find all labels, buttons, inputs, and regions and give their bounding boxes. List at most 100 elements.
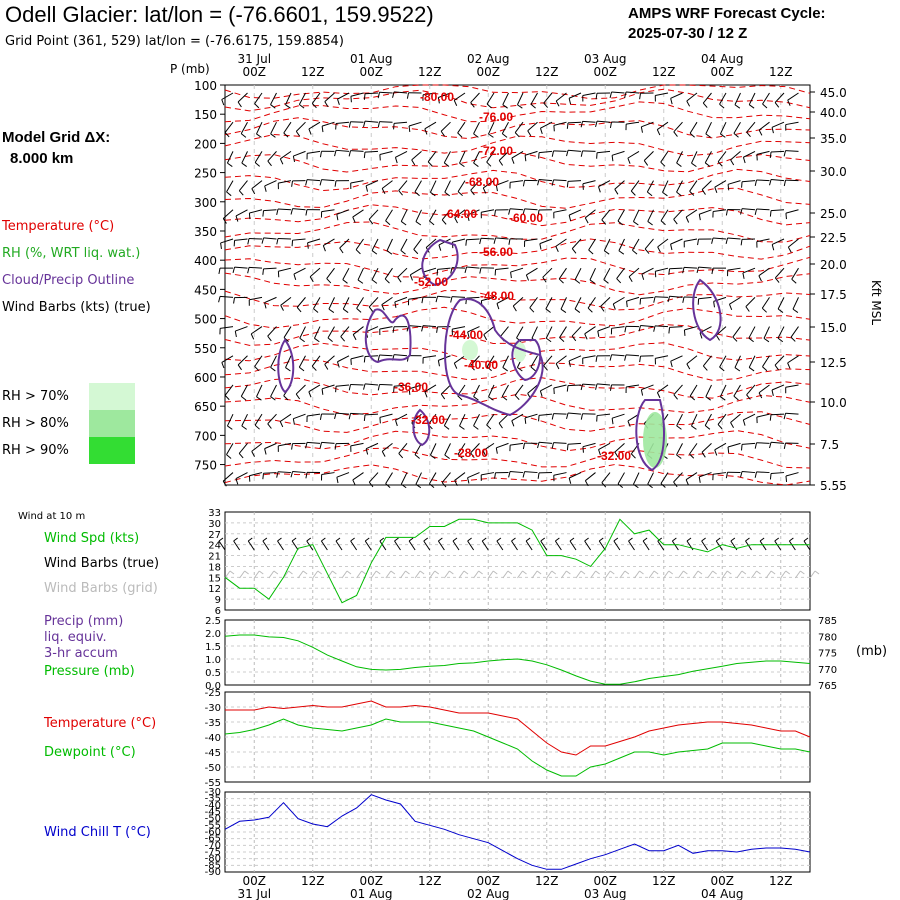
wind-barb-flag [771, 127, 774, 134]
wind-barb [444, 180, 451, 193]
grid-wind-barb [370, 570, 377, 579]
wind-barb-flag [704, 162, 711, 167]
isotherm-label: -32.00 [597, 449, 631, 463]
wind-barb-flag [725, 209, 728, 216]
wind-barb-flag [643, 160, 649, 166]
wind-barb-flag [701, 452, 706, 458]
wind-barb [771, 238, 785, 245]
wind-barb-flag [441, 482, 447, 488]
wind-barb-flag [539, 390, 543, 397]
wind-barb-flag [624, 326, 627, 333]
precip-liq-label: liq. equiv. [44, 630, 107, 645]
wind-barb [283, 121, 292, 134]
wind-barb [719, 92, 727, 105]
grid-wind-barb [429, 570, 436, 579]
wind-barb [640, 296, 654, 300]
grid-wind-barb [765, 570, 772, 579]
wind-barb [514, 384, 524, 396]
grid-wind-barb [473, 570, 480, 579]
wind-barb-flag [714, 186, 718, 193]
wind-barb [224, 384, 234, 396]
isotherm-label: -40.00 [464, 358, 498, 372]
y-tick-label: 18 [208, 562, 221, 573]
wind-barb [673, 472, 683, 483]
wind-barb-flag [444, 425, 450, 430]
wind-barb-flag [222, 480, 227, 487]
surface-wind-barb [423, 540, 431, 551]
wind-barb-flag [574, 279, 581, 284]
y-tick-label: -45 [205, 748, 221, 759]
wind-barb [453, 92, 466, 101]
wind-barb-flag [384, 278, 390, 284]
wind-barb [350, 150, 364, 152]
wind-barb-flag [311, 365, 317, 371]
grid-wind-barb-flag [785, 570, 791, 575]
grid-wind-barb [736, 570, 743, 579]
y-tick-label: 12 [208, 584, 221, 595]
wind-barb [467, 472, 480, 479]
wind-barb [381, 296, 393, 306]
wind-barb-flag [377, 384, 380, 391]
time-tick-top: 12Z [535, 65, 559, 79]
grid-wind-barb-flag [595, 570, 600, 575]
date-label-top: 03 Aug [584, 52, 627, 66]
wind-barb [326, 267, 335, 279]
isotherm [224, 133, 811, 157]
wind-barb-flag [641, 273, 645, 280]
wind-barb [263, 472, 277, 474]
pressure-tick-label: 250 [194, 167, 217, 181]
wind-barb-flag [555, 246, 559, 253]
wind-barb-flag [730, 159, 735, 166]
wind-barb-flag [296, 307, 302, 313]
wind-barb-flag [299, 337, 305, 343]
height-tick-label: 5.55 [820, 479, 847, 493]
wind-barb-flag [617, 483, 624, 489]
date-label-top: 01 Aug [350, 52, 393, 66]
wind-barb [428, 472, 437, 485]
wind-barb-flag [568, 477, 572, 484]
wind-barb-flag [582, 446, 584, 453]
wind-barb [727, 267, 741, 271]
wind-barb [669, 326, 683, 328]
wind-barb-flag [334, 180, 337, 187]
wind-barb [676, 180, 683, 193]
surface-wind-barb [467, 540, 475, 551]
wind-barb [221, 355, 234, 363]
wind-barb [350, 383, 364, 386]
surface-wind-barb [525, 540, 533, 551]
pressure-tick-label: 600 [194, 371, 217, 385]
wind-barb-flag [584, 480, 589, 487]
isotherm [224, 463, 811, 486]
height-tick-label: 25.0 [820, 207, 847, 221]
wind-barb-flag [720, 396, 726, 401]
wind-barb [601, 472, 611, 484]
wind-barb-flag [746, 394, 751, 400]
grid-wind-barb [297, 570, 304, 579]
wind-barb-flag [761, 307, 767, 313]
wind-barb-flag [595, 93, 598, 100]
wind-barb-flag [400, 221, 407, 226]
wind-barb-flag [667, 296, 671, 303]
wind-barb-flag [673, 394, 678, 400]
wind-barb-flag [785, 475, 788, 483]
wind-barb [582, 442, 596, 448]
date-label-top: 04 Aug [701, 52, 744, 66]
cloud-outline [421, 238, 459, 287]
wind-barb [264, 296, 277, 304]
grid-wind-barb-flag [566, 570, 571, 575]
wind-barb [685, 472, 698, 481]
wind-barb [368, 297, 379, 308]
wind-barb [698, 296, 712, 300]
time-tick-bottom: 12Z [301, 874, 325, 888]
wind-barb-flag [440, 130, 445, 137]
wind-barb [496, 180, 509, 186]
wind-barb [641, 121, 654, 128]
wind-barb-flag [551, 442, 555, 449]
wind-barb [226, 443, 234, 455]
wind-barb [264, 180, 277, 187]
wind-barb-flag [657, 246, 661, 253]
wind-barb-flag [486, 161, 492, 167]
grid-wind-barb [487, 570, 494, 579]
wind-barb-flag [628, 276, 633, 283]
wind-barb-flag [348, 413, 352, 420]
